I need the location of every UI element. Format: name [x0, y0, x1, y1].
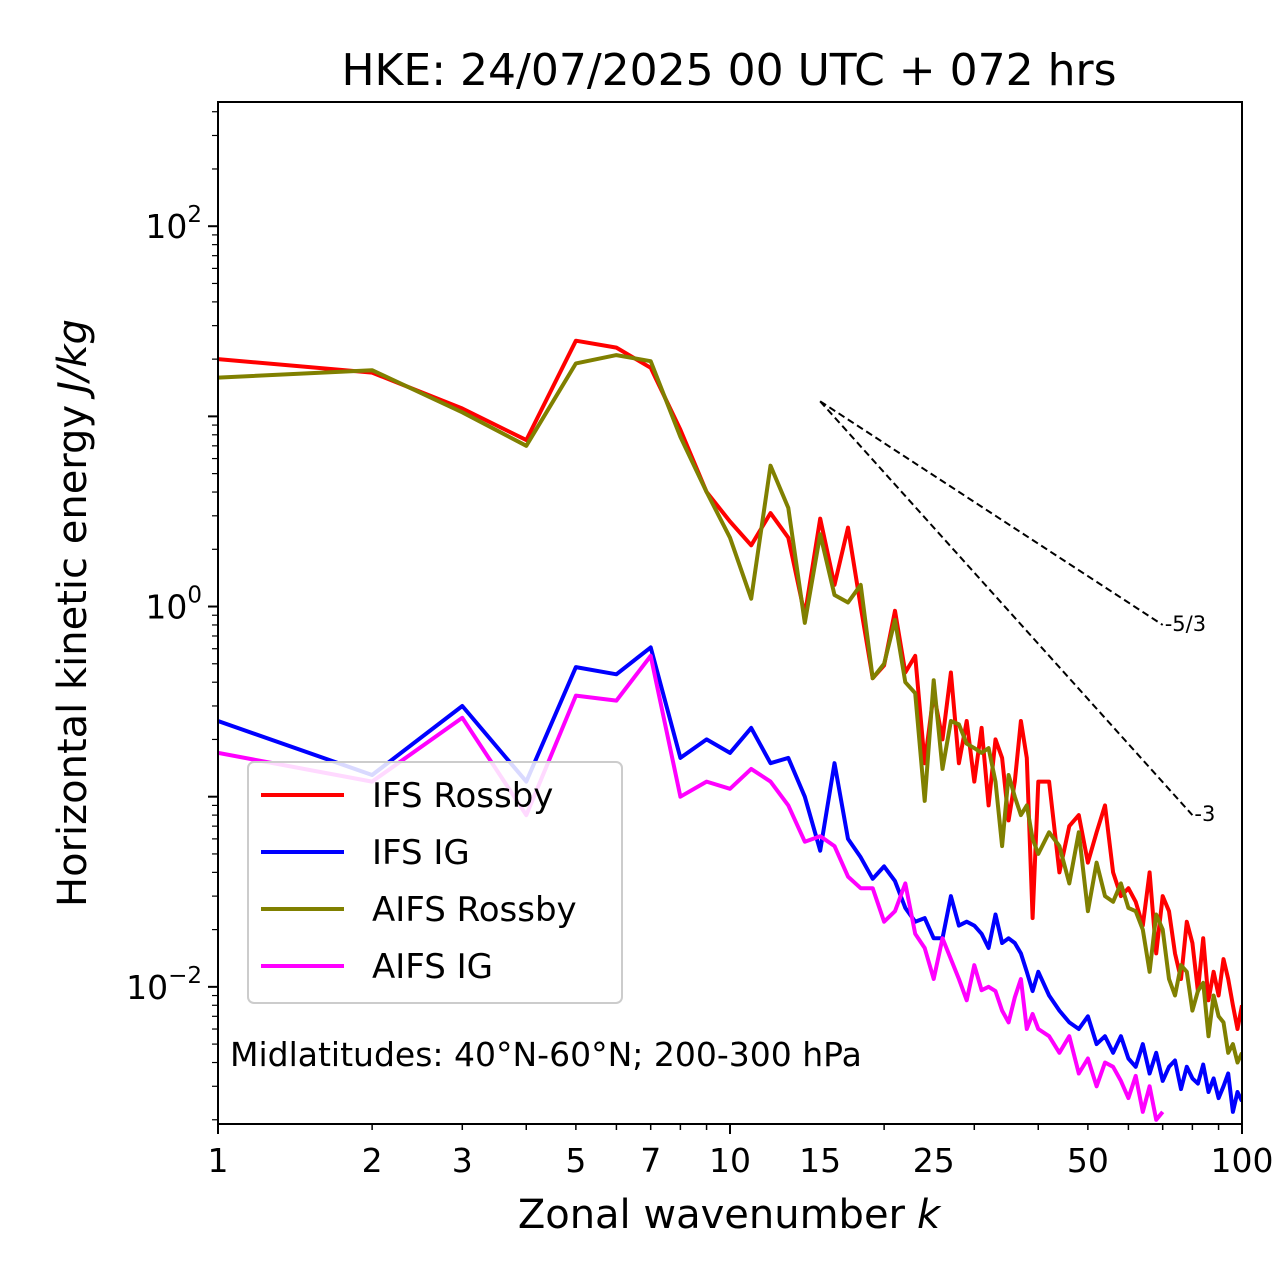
legend-label-ifs-ig: IFS IG — [372, 833, 470, 873]
legend-frame — [247, 761, 623, 1004]
reference-line-label-5-3: -5/3 — [1165, 612, 1206, 636]
x-tick-label: 50 — [1067, 1141, 1109, 1180]
y-tick-label: 10−2 — [126, 963, 202, 1007]
y-axis-label-text: Horizontal kinetic energy — [50, 405, 96, 907]
series-line-ifs-ig — [218, 645, 1242, 1114]
series-line-ifs-rossby — [218, 338, 1242, 1031]
x-tick-label: 1 — [208, 1141, 229, 1180]
x-tick-label: 5 — [565, 1141, 586, 1180]
y-tick-label: 102 — [145, 202, 202, 246]
plot-series — [218, 338, 1242, 1122]
axes: 1 2 3 5 7 10 15 25 50 100 102 100 10−2 — [126, 111, 1274, 1180]
y-axis-label: Horizontal kinetic energy J/kg — [50, 319, 96, 907]
reference-line-3 — [819, 400, 1194, 816]
x-tick-label: 100 — [1211, 1141, 1274, 1180]
x-tick-label: 7 — [640, 1141, 661, 1180]
x-tick-label: 25 — [913, 1141, 955, 1180]
reference-lines: -5/3 -3 — [819, 400, 1215, 826]
chart-title: HKE: 24/07/2025 00 UTC + 072 hrs — [341, 45, 1116, 96]
series-line-aifs-ig — [218, 653, 1165, 1122]
series-line-aifs-rossby — [218, 353, 1242, 1065]
y-axis-units: J/kg — [50, 319, 96, 400]
legend: IFS Rossby IFS IG AIFS Rossby AIFS IG — [247, 761, 623, 1004]
legend-label-aifs-ig: AIFS IG — [372, 947, 493, 987]
reference-line-label-3: -3 — [1194, 802, 1215, 826]
x-axis-variable: k — [917, 1192, 942, 1238]
x-tick-label: 3 — [452, 1141, 473, 1180]
x-axis-label-text: Zonal wavenumber — [518, 1192, 906, 1238]
legend-label-aifs-rossby: AIFS Rossby — [372, 890, 577, 930]
x-tick-label: 2 — [362, 1141, 383, 1180]
y-tick-label: 100 — [145, 583, 202, 627]
region-annotation: Midlatitudes: 40°N-60°N; 200-300 hPa — [230, 1035, 862, 1074]
x-axis-label: Zonal wavenumber k — [518, 1192, 942, 1238]
x-tick-label: 10 — [709, 1141, 751, 1180]
legend-label-ifs-rossby: IFS Rossby — [372, 776, 553, 816]
reference-line-5-3 — [819, 400, 1164, 626]
x-tick-label: 15 — [799, 1141, 841, 1180]
